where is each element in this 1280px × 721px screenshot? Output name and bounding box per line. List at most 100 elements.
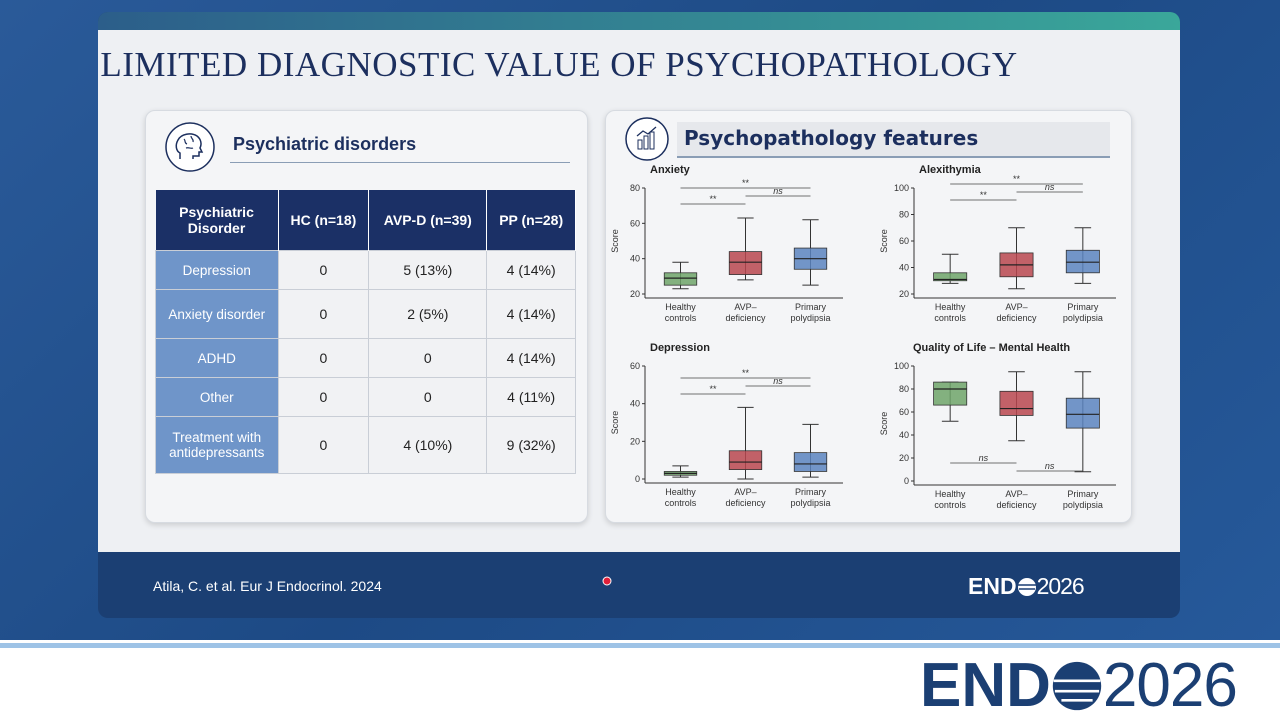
table-cell: 0 [277,416,370,474]
y-tick-label: 0 [904,476,909,486]
table-cell: 0 [277,338,370,378]
x-tick-label: AVP–deficiency [996,302,1037,323]
chart-title: Depression [650,342,710,354]
significance-label: ns [1045,461,1055,471]
table-cell: 0 [277,377,370,417]
x-tick-label: Primary polydipsia [1062,302,1103,323]
table-cell: 4 (10%) [368,416,488,474]
table-cell: 0 [368,338,488,378]
significance-label: ** [1013,174,1021,184]
chart-heading: Psychopathology features [684,126,979,150]
box [933,381,968,406]
table-cell: 0 [277,289,370,339]
citation: Atila, C. et al. Eur J Endocrinol. 2024 [153,578,382,594]
x-tick-label: Healthy controls [934,302,966,323]
chart-title: Anxiety [650,164,691,176]
significance-label: ns [1045,182,1055,192]
table-cell: 0 [368,377,488,417]
y-tick-label: 40 [899,430,909,440]
box-chart: Quality of Life – Mental Health Score 0 20 4… [879,342,1116,486]
header-bar [98,12,1180,30]
table-cell: 4 (11%) [486,377,576,417]
y-tick-label: 60 [899,407,909,417]
slide-title: LIMITED DIAGNOSTIC VALUE OF PSYCHOPATHOL… [100,45,1018,84]
table-cell: 5 (13%) [368,250,488,290]
box [793,452,828,472]
logo-year: 2026 [1036,573,1085,599]
table-cell: 4 (14%) [486,289,576,339]
box [1065,397,1100,429]
x-tick-label: AVP–deficiency [996,489,1037,510]
table-cell: 2 (5%) [368,289,488,339]
logo-prefix: END [920,651,1051,720]
logo-prefix: END [968,573,1017,599]
y-axis-label: Score [610,229,620,253]
x-tick-label: Primary polydipsia [1062,489,1103,510]
y-tick-label: 40 [899,263,909,273]
table-cell: Anxiety disorder [155,289,279,339]
y-tick-label: 40 [630,254,640,264]
header-cell: AVP-D (n=39) [368,190,488,251]
y-tick-label: 100 [894,183,909,193]
y-axis-label: Score [610,411,620,435]
x-tick-label: Healthy controls [934,489,966,510]
table-heading: Psychiatric disorders [233,134,417,154]
y-axis-label: Score [879,412,889,436]
box [728,450,763,470]
box-chart: Anxiety Score 20 40 60 80 ** ns ** [610,164,843,299]
slide-logo: END 2026 [968,573,1085,600]
y-tick-label: 60 [899,236,909,246]
y-tick-label: 100 [894,361,909,371]
banner-logo: END 2026 [920,650,1238,721]
table-cell: ADHD [155,338,279,378]
header-cell: HC (n=18) [278,190,370,251]
table-row: Depression 0 5 (13%) 4 (14%) [155,250,576,290]
banner-line [0,643,1280,648]
y-tick-label: 20 [630,436,640,446]
chart-card [605,110,1132,523]
chart-title: Alexithymia [919,164,982,176]
table-cell: Treatment with antidepressants [155,416,279,474]
box [933,272,968,282]
x-tick-label: Primary polydipsia [790,302,831,323]
x-tick-label: Healthy controls [664,302,697,323]
significance-label: ** [742,368,750,378]
logo-globe [1052,661,1102,710]
significance-label: ns [979,453,989,463]
brain-icon [165,122,215,172]
table-cell: Depression [155,250,279,290]
y-tick-label: 40 [630,399,640,409]
chart-title: Quality of Life – Mental Health [913,342,1070,354]
y-axis-label: Score [879,229,889,253]
y-tick-label: 20 [899,453,909,463]
box [999,390,1034,416]
box-chart: Depression Score 0 20 40 60 ** ns ** [610,342,843,484]
significance-label: ** [709,384,717,394]
table-cell: 4 (14%) [486,250,576,290]
table-cell: 0 [277,250,370,290]
disorder-table: Psychiatric Disorder HC (n=18) AVP-D (n=39… [155,190,576,474]
table-cell: 9 (32%) [486,416,576,474]
table-row: Treatment with antidepressants 0 4 (10%) 9 … [155,416,576,474]
header-cell: PP (n=28) [486,190,576,251]
box [1065,249,1100,274]
table-row: Other 0 0 4 (11%) [155,377,576,417]
box-chart: Alexithymia Score 20 40 60 80 100 ** ns ** [879,164,1116,299]
y-tick-label: 0 [635,474,640,484]
y-tick-label: 80 [899,210,909,220]
table-row: Anxiety disorder 0 2 (5%) 4 (14%) [155,289,576,339]
table-row: ADHD 0 0 4 (14%) [155,338,576,378]
significance-label: ** [709,194,717,204]
laser-pointer [602,576,612,586]
table-cell: Other [155,377,279,417]
logo-year: 2026 [1102,651,1238,720]
table-cell: 4 (14%) [486,338,576,378]
y-tick-label: 60 [630,218,640,228]
box [728,251,763,275]
significance-label: ** [742,178,750,188]
x-tick-label: AVP–deficiency [725,487,766,508]
y-tick-label: 20 [899,289,909,299]
heading-bar [677,122,1110,158]
y-tick-label: 80 [630,183,640,193]
y-tick-label: 20 [630,289,640,299]
